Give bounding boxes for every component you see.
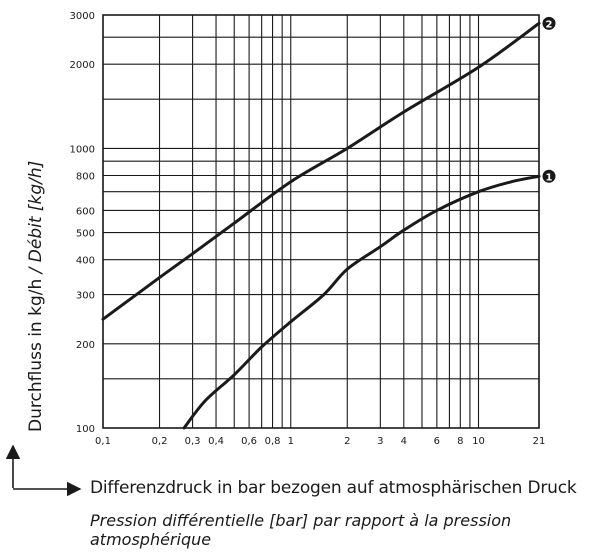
y-tick-label: 600 [76, 206, 95, 217]
x-tick-label: 4 [401, 436, 407, 447]
x-tick-label: 8 [457, 436, 463, 447]
y-axis-title-italic: / Débit [kg/h] [26, 161, 46, 279]
x-tick-label: 2 [344, 436, 350, 447]
plot-frame [102, 14, 540, 429]
x-tick-label: 10 [472, 436, 485, 447]
x-tick-label: 3 [377, 436, 383, 447]
series-marker-1 [542, 169, 556, 183]
x-tick-label: 0,2 [152, 436, 168, 447]
x-tick-label: 0,8 [265, 436, 281, 447]
x-tick-label: 6 [434, 436, 440, 447]
y-tick-label: 100 [76, 424, 95, 435]
y-axis-title-main: Durchfluss in kg/h [26, 279, 46, 432]
series-marker-label: 1 [546, 172, 553, 183]
y-tick-label: 400 [76, 256, 95, 267]
x-axis-title-italic: Pression différentielle [bar] par rappor… [90, 511, 512, 549]
series-line-1 [182, 174, 541, 430]
y-axis-title: Durchfluss in kg/h / Débit [kg/h] [26, 161, 46, 432]
x-tick-label: 0,3 [185, 436, 201, 447]
y-tick-label: 2000 [70, 60, 95, 71]
series-marker-label: 2 [546, 19, 553, 30]
y-tick-label: 300 [76, 291, 95, 302]
y-tick-label: 800 [76, 171, 95, 182]
x-tick-labels: 0,1 0,2 0,3 0,4 0,6 0,8 1 2 3 4 6 8 10 21 [95, 436, 545, 447]
series-group [101, 21, 541, 430]
y-tick-label: 500 [76, 229, 95, 240]
y-tick-labels: 100 200 300 400 500 600 800 1000 2000 3000 [70, 11, 95, 435]
grid [102, 14, 540, 429]
x-tick-label: 1 [288, 436, 294, 447]
x-tick-label: 21 [533, 436, 546, 447]
series-marker-2 [542, 16, 556, 30]
y-tick-label: 200 [76, 340, 95, 351]
series-line-2 [101, 21, 541, 321]
x-axis-title: Differenzdruck in bar bezogen auf atmosp… [90, 478, 577, 498]
x-tick-label: 0,1 [95, 436, 111, 447]
y-tick-label: 1000 [70, 144, 95, 155]
x-tick-label: 0,4 [208, 436, 224, 447]
x-tick-label: 0,6 [241, 436, 257, 447]
y-tick-label: 3000 [70, 11, 95, 22]
series-markers: 21 [542, 16, 556, 183]
